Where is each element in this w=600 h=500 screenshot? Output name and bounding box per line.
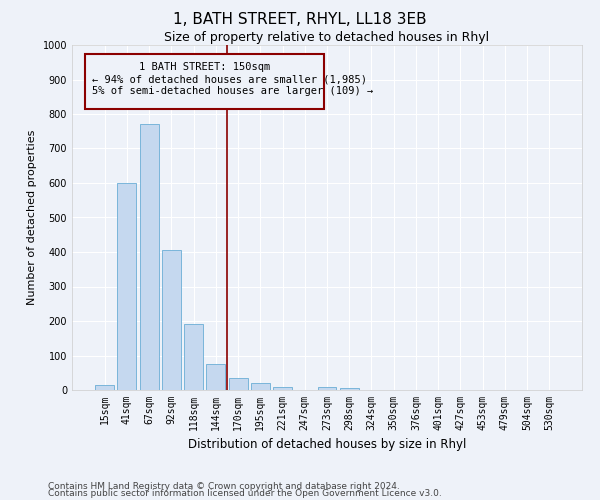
Bar: [140, 124, 158, 390]
Bar: [95, 385, 114, 390]
Text: Contains HM Land Registry data © Crown copyright and database right 2024.: Contains HM Land Registry data © Crown c…: [48, 482, 400, 491]
Bar: [317, 386, 337, 390]
Bar: [206, 364, 225, 390]
FancyBboxPatch shape: [85, 54, 325, 109]
Text: 5% of semi-detached houses are larger (109) →: 5% of semi-detached houses are larger (1…: [92, 86, 374, 97]
Bar: [229, 378, 248, 390]
Text: 1 BATH STREET: 150sqm: 1 BATH STREET: 150sqm: [139, 62, 270, 72]
Bar: [273, 386, 292, 390]
Text: Contains public sector information licensed under the Open Government Licence v3: Contains public sector information licen…: [48, 489, 442, 498]
Bar: [162, 250, 181, 390]
Text: 1, BATH STREET, RHYL, LL18 3EB: 1, BATH STREET, RHYL, LL18 3EB: [173, 12, 427, 28]
X-axis label: Distribution of detached houses by size in Rhyl: Distribution of detached houses by size …: [188, 438, 466, 452]
Bar: [118, 183, 136, 390]
Text: ← 94% of detached houses are smaller (1,985): ← 94% of detached houses are smaller (1,…: [92, 74, 367, 85]
Bar: [251, 383, 270, 390]
Bar: [184, 324, 203, 390]
Title: Size of property relative to detached houses in Rhyl: Size of property relative to detached ho…: [164, 31, 490, 44]
Bar: [340, 388, 359, 390]
Y-axis label: Number of detached properties: Number of detached properties: [27, 130, 37, 305]
